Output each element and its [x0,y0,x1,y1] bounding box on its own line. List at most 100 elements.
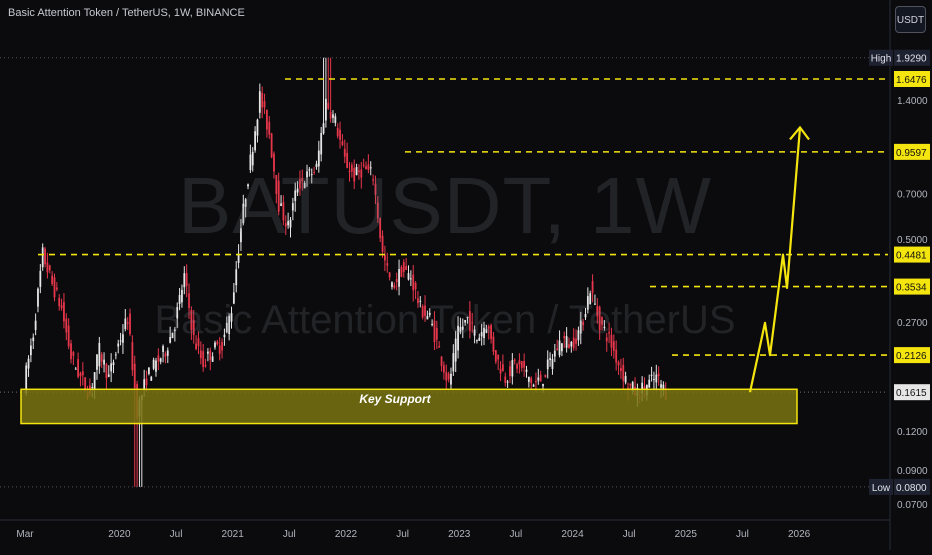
candle-body [457,325,459,351]
candle-body [480,332,483,337]
projection-path[interactable] [748,127,802,393]
candle [608,322,610,344]
candle-body [450,373,452,385]
candle [280,195,282,207]
candle [155,357,157,377]
candle [591,274,594,303]
candle-body [374,183,377,195]
candle-body [124,318,127,330]
candle-body [511,360,514,377]
currency-button[interactable]: USDT [895,6,926,33]
candle [530,376,533,389]
candle [620,358,622,379]
candle [622,357,625,390]
candle-body [145,378,148,386]
candle-body [417,298,419,304]
candle-body [542,384,544,387]
candle-body [247,184,249,187]
candle [178,288,181,311]
candle [268,116,271,139]
candle-body [445,372,448,381]
candle [266,109,268,138]
candle [553,344,556,363]
candle-body [603,326,606,328]
candle [225,316,228,334]
candle-body [509,366,511,377]
candle [287,212,290,229]
candle-body [589,293,592,305]
candle-body [414,282,417,290]
candle [299,170,301,196]
price-label-value: 1.6476 [896,75,927,86]
candle [358,164,360,180]
candle [355,163,358,176]
candle-body [629,383,632,386]
candle-body [443,365,445,373]
candle-body [273,153,275,172]
candle-body [360,169,363,178]
candle-body [523,361,526,368]
candle [440,355,443,372]
candle-body [334,116,337,124]
candle-body [641,382,644,394]
candle-body [98,342,101,367]
candle-body [513,359,516,361]
candle-body [575,338,577,344]
y-tick-label: 1.4000 [897,96,928,107]
candle [596,298,599,324]
candle-body [327,102,330,109]
candle [388,271,391,281]
candle-body [471,322,474,324]
candle-body [270,133,273,158]
candle [341,134,344,147]
candle-body [150,376,153,381]
candle-body [506,381,509,383]
candle [650,366,653,382]
candle-body [459,327,462,333]
candle [445,364,448,390]
candle [192,309,195,344]
candle [261,86,264,119]
candle [313,166,315,175]
candle-body [96,354,98,370]
price-label-bg [894,278,930,295]
candle-body [235,269,238,286]
candle-body [608,332,610,334]
candle-body [391,282,393,288]
candle [575,329,577,351]
candle [247,183,249,190]
candle [190,306,193,340]
candle [461,318,464,339]
candle [284,215,287,235]
candle [478,333,481,342]
candle [294,182,297,212]
candle-body [263,101,266,108]
candle [195,335,197,351]
candle [556,339,559,351]
candle-body [372,179,374,181]
candle [586,287,589,314]
candle [367,154,370,174]
candle-body [322,123,325,134]
candle [332,110,334,123]
candle [96,354,98,380]
candle-body [240,228,242,243]
key-support-zone[interactable] [20,388,798,425]
candle-body [570,341,573,347]
candle-body [653,378,655,380]
candle-body [612,341,615,351]
candle [438,341,441,348]
candle-body [216,341,219,345]
candle-body [492,336,495,352]
candle [27,355,30,377]
candle [504,372,507,387]
candle [459,317,462,335]
candle [162,344,164,363]
candle-body [558,340,561,356]
candle-body [261,92,264,108]
candle [426,310,429,320]
x-tick-label: Jul [283,529,296,540]
candle-body [551,359,554,369]
